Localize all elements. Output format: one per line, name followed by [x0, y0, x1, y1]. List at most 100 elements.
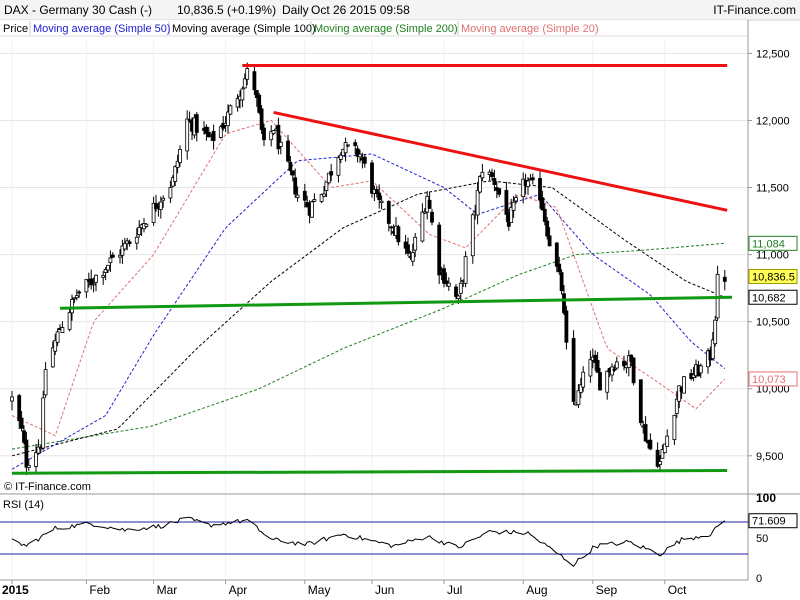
candle-body — [67, 312, 72, 330]
legend-price: Price — [3, 23, 28, 35]
candle-body — [410, 252, 415, 262]
candle-body — [588, 359, 593, 377]
candle-body — [271, 130, 276, 135]
rsi-tick-label: 0 — [756, 573, 762, 585]
candle-body — [173, 166, 178, 182]
candle-body — [454, 286, 458, 297]
header-datetime: Oct 26 2015 09:58 — [311, 3, 410, 17]
candle-body — [658, 461, 662, 466]
candle-body — [370, 162, 374, 194]
ma20-line — [11, 119, 726, 437]
candle-body — [422, 211, 427, 214]
candle-body — [110, 254, 115, 258]
candle-body — [254, 90, 259, 98]
candle-body — [581, 371, 586, 388]
candle-body — [631, 357, 636, 384]
candle-body — [36, 446, 41, 454]
candle-body — [101, 275, 106, 278]
candle-body — [458, 282, 463, 294]
price-label-box-last — [748, 269, 798, 285]
time-tick-label: 2015 — [2, 583, 29, 597]
candle-body — [554, 242, 559, 267]
time-tick-label: Apr — [229, 583, 248, 597]
candle-body — [470, 214, 475, 257]
candle-body — [526, 180, 530, 187]
price-axis: 9,500 10,000 10,500 11,000 11,500 12,000 12,50… — [747, 20, 798, 580]
time-tick-label: Jul — [447, 583, 462, 597]
candle-body — [221, 123, 226, 129]
candle-body — [643, 424, 648, 442]
candle-body — [10, 396, 14, 402]
rsi-last-box — [748, 513, 798, 529]
trendline-support-neckline — [59, 295, 733, 310]
candle-body — [211, 130, 216, 142]
candle-body — [343, 142, 348, 154]
rsi-tick-label: 50 — [756, 533, 768, 545]
candle-body — [290, 170, 295, 176]
candle-body — [655, 449, 660, 467]
candle-body — [60, 327, 65, 334]
time-tick-label: May — [308, 583, 331, 597]
candle-body — [22, 430, 26, 443]
candle-body — [710, 339, 715, 359]
candle-body — [480, 171, 485, 179]
candle-body — [259, 108, 264, 130]
candle-body — [427, 199, 432, 209]
candle-body — [614, 361, 619, 369]
candle-body — [622, 360, 626, 367]
time-tick-label: Oct — [668, 583, 687, 597]
candle-body — [389, 226, 394, 229]
candle-body — [151, 202, 156, 223]
candle-body — [120, 245, 125, 256]
candle-body — [406, 244, 410, 254]
candle-body — [374, 189, 379, 194]
header-brand: IT-Finance.com — [713, 3, 796, 17]
candle-body — [194, 114, 199, 133]
candle-body — [665, 435, 670, 447]
rsi-tick-label: 100 — [756, 491, 776, 505]
candle-body — [288, 161, 293, 171]
candle-body — [55, 331, 60, 343]
time-tick-label: Mar — [157, 583, 178, 597]
candle-body — [677, 385, 682, 402]
candle-body — [336, 157, 341, 176]
candle-body — [137, 227, 142, 236]
candle-body — [362, 156, 367, 164]
candle-body — [322, 193, 326, 197]
candle-body — [682, 376, 686, 394]
candle-body — [127, 241, 132, 244]
candle-body — [24, 439, 29, 468]
rsi-line — [11, 516, 726, 568]
candle-body — [598, 372, 602, 391]
candle-body — [444, 280, 449, 285]
candle-body — [430, 211, 434, 223]
candle-body — [672, 414, 677, 441]
rsi-label: RSI (14) — [3, 499, 44, 511]
header-last-price: 10,836.5 (+0.19%) — [177, 3, 276, 17]
candle-body — [660, 449, 665, 459]
candle-body — [456, 295, 461, 300]
price-label-ma200: 11,084 — [752, 238, 785, 250]
candle-body — [134, 236, 139, 244]
candle-body — [144, 223, 149, 227]
candle-body — [542, 208, 547, 222]
header-title: DAX - Germany 30 Cash (-) — [4, 3, 152, 17]
candle-body — [161, 197, 166, 201]
candle-body — [269, 131, 274, 141]
candle-body — [257, 94, 262, 113]
candle-body — [53, 339, 58, 352]
candle-body — [355, 148, 360, 157]
candle-body — [19, 417, 24, 429]
legend-ma100: Moving average (Simple 100) — [172, 23, 316, 35]
candle-body — [593, 354, 598, 363]
candle-body — [478, 176, 482, 193]
candle-body — [324, 181, 329, 191]
candle-body — [497, 188, 502, 195]
candle-body — [91, 283, 96, 286]
time-tick-label: Jun — [375, 583, 394, 597]
price-label-ma100: 10,682 — [752, 292, 786, 304]
price-panel — [0, 40, 748, 578]
candle-body — [559, 272, 564, 292]
candle-body — [353, 142, 358, 146]
candle-body — [43, 369, 48, 396]
